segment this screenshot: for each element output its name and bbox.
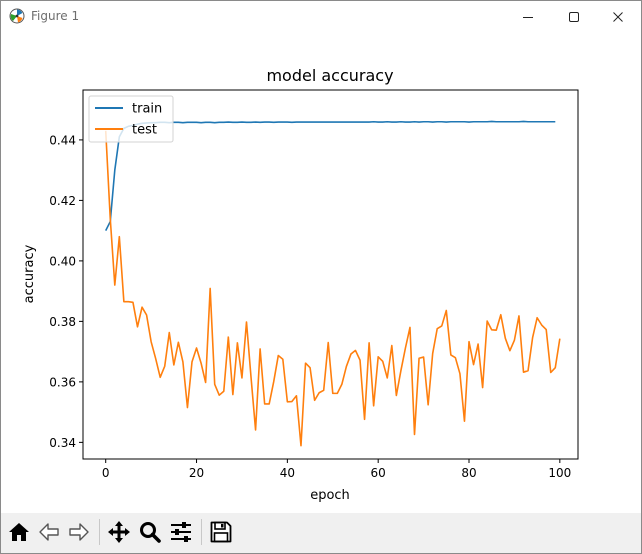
pan-button[interactable]: [104, 517, 134, 547]
y-axis-label: accuracy: [22, 244, 37, 303]
minimize-icon: [523, 16, 533, 18]
y-tick-label: 0.44: [49, 133, 76, 147]
arrow-right-icon: [69, 523, 89, 541]
axes-frame: [82, 89, 579, 460]
x-tick-label: 60: [371, 466, 386, 480]
series-line-train: [104, 120, 556, 231]
legend-label-train: train: [132, 102, 162, 117]
zoom-button[interactable]: [135, 517, 165, 547]
x-axis-ticks: 0 20 40 60 80 100: [102, 459, 571, 480]
close-button[interactable]: [595, 1, 641, 32]
y-tick-label: 0.42: [49, 194, 76, 208]
series-line-test: [104, 130, 561, 447]
magnifier-icon: [140, 522, 161, 543]
plot-area: [104, 120, 561, 447]
x-tick-label: 20: [189, 466, 204, 480]
figure-canvas[interactable]: model accuracy 0 20 40 60 80 100 0.34 0.36 0.38…: [1, 32, 641, 513]
back-button[interactable]: [34, 517, 64, 547]
x-tick-label: 40: [280, 466, 295, 480]
toolbar-separator: [201, 519, 202, 545]
sliders-icon: [171, 522, 191, 542]
toolbar-separator: [99, 519, 100, 545]
x-tick-label: 0: [102, 466, 110, 480]
x-tick-label: 80: [461, 466, 476, 480]
matplotlib-logo-icon: [9, 8, 25, 24]
forward-button[interactable]: [64, 517, 94, 547]
title-bar[interactable]: Figure 1: [1, 1, 641, 32]
y-tick-label: 0.38: [49, 315, 76, 329]
navigation-toolbar: [1, 513, 641, 553]
home-icon: [9, 523, 29, 541]
y-tick-label: 0.36: [49, 375, 76, 389]
minimize-button[interactable]: [505, 1, 551, 32]
accuracy-chart: model accuracy 0 20 40 60 80 100 0.34 0.36 0.38…: [22, 66, 579, 503]
floppy-disk-icon: [210, 521, 232, 543]
maximize-button[interactable]: [551, 1, 597, 32]
legend-label-test: test: [132, 123, 157, 138]
configure-subplots-button[interactable]: [166, 517, 196, 547]
y-tick-label: 0.34: [49, 436, 76, 450]
legend: train test: [88, 95, 174, 143]
y-axis-ticks: 0.34 0.36 0.38 0.40 0.42 0.44: [49, 133, 83, 450]
arrow-left-icon: [39, 523, 59, 541]
maximize-icon: [569, 11, 579, 22]
x-axis-label: epoch: [310, 488, 350, 503]
move-arrows-icon: [108, 521, 130, 543]
x-tick-label: 100: [548, 466, 571, 480]
y-tick-label: 0.40: [49, 254, 76, 268]
close-icon: [613, 11, 623, 22]
home-button[interactable]: [4, 517, 34, 547]
save-button[interactable]: [206, 517, 236, 547]
chart-title: model accuracy: [266, 66, 393, 85]
window-title: Figure 1: [31, 9, 80, 23]
